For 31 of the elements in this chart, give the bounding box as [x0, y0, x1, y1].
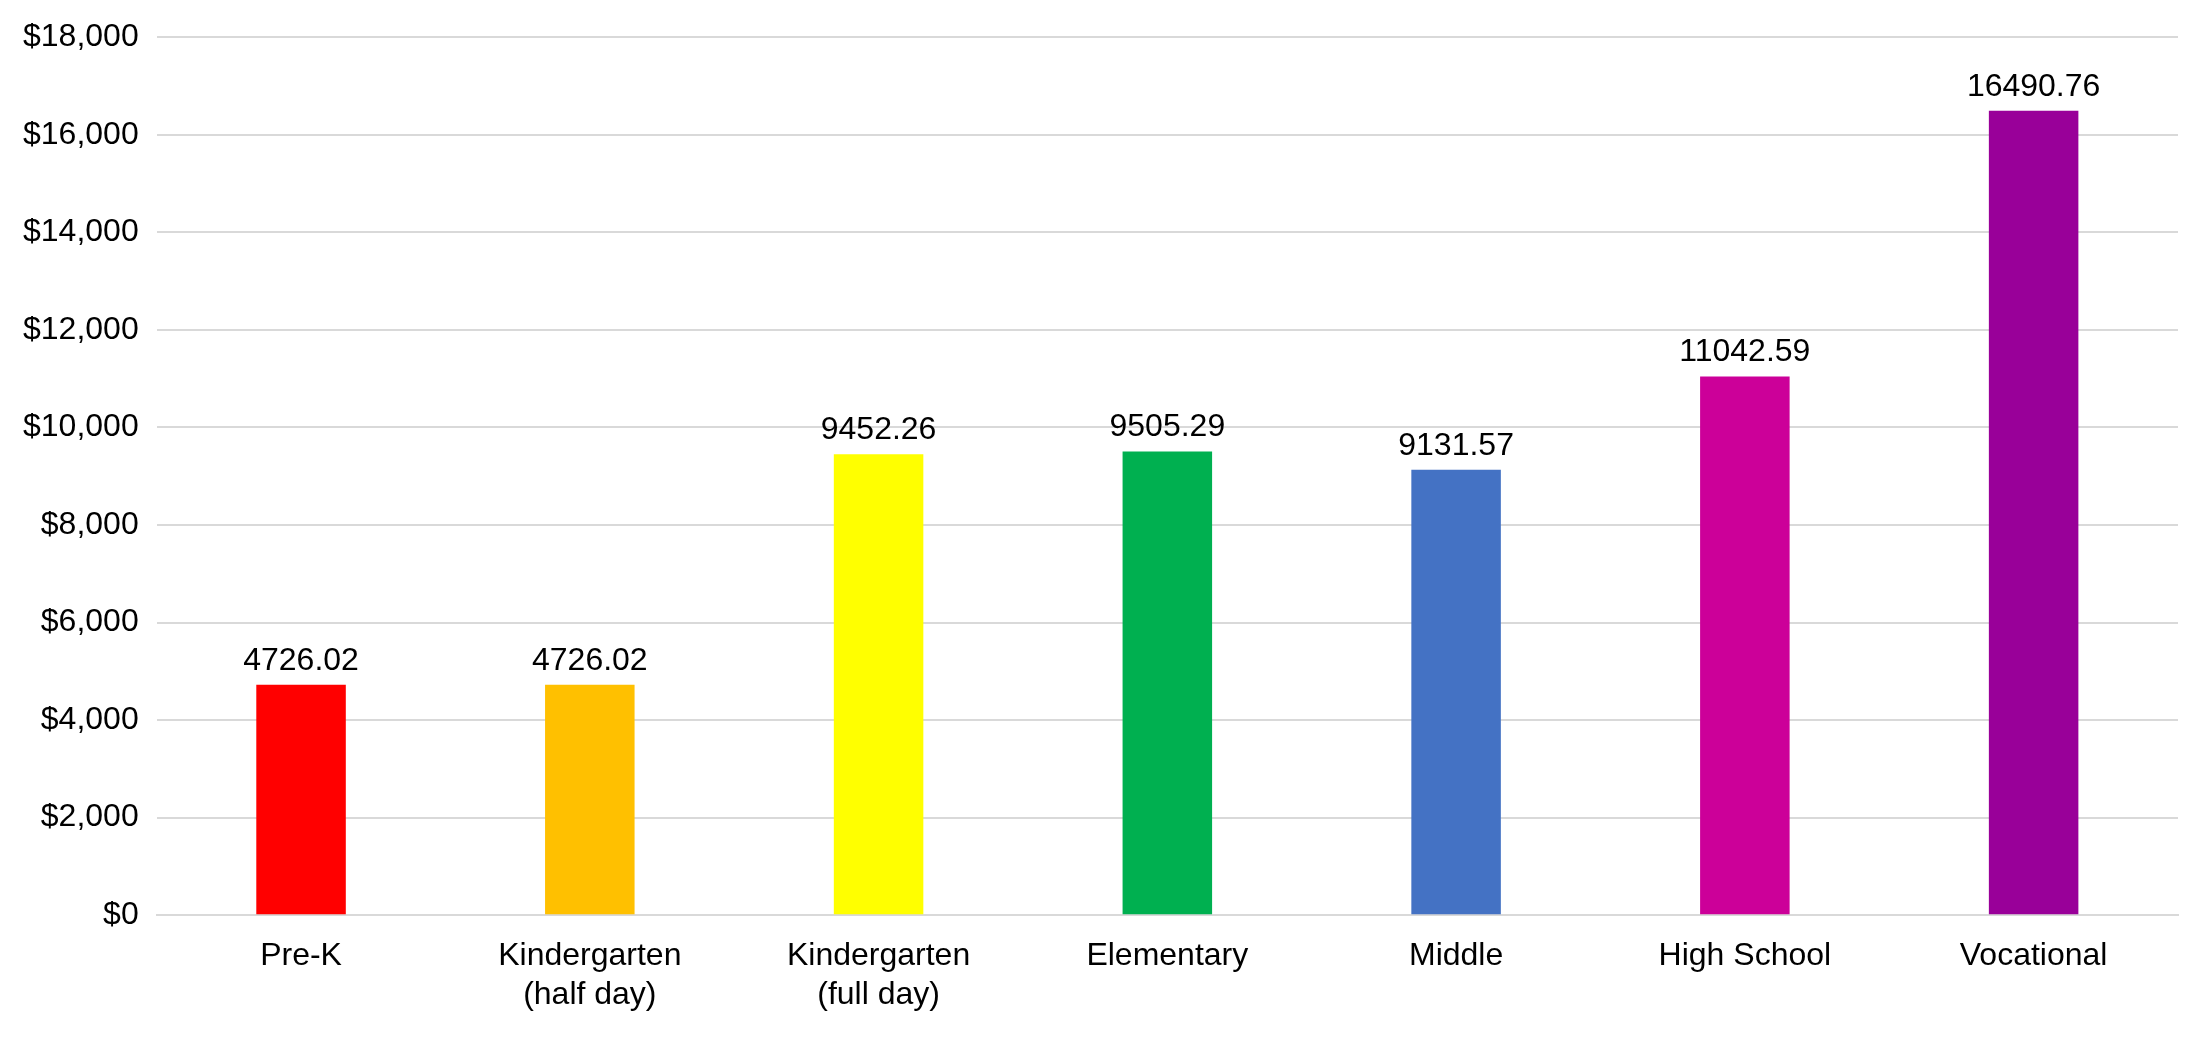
bar	[256, 684, 346, 915]
y-tick-label: $6,000	[40, 602, 139, 639]
data-label: 9505.29	[1109, 407, 1226, 444]
x-tick-label: Elementary	[1086, 936, 1249, 973]
bar	[1122, 451, 1213, 915]
x-tick-label: Kindergarten (full day)	[786, 936, 971, 1011]
data-label: 9452.26	[820, 409, 937, 446]
data-label: 9131.57	[1398, 425, 1514, 462]
y-tick-label: $4,000	[40, 699, 139, 736]
x-tick-label: Middle	[1408, 936, 1504, 973]
data-label: 4726.02	[531, 640, 648, 677]
y-tick-label: $16,000	[23, 114, 139, 151]
x-tick-label: Pre-K	[260, 936, 342, 973]
y-tick-label: $18,000	[23, 17, 139, 54]
y-tick-label: $14,000	[23, 212, 139, 249]
y-tick-label: $0	[103, 895, 139, 932]
bar	[1700, 376, 1790, 915]
bar	[545, 684, 635, 915]
x-tick-label: Vocational	[1959, 936, 2108, 973]
bar	[1988, 110, 2079, 915]
y-tick-label: $10,000	[23, 407, 139, 444]
data-label: 16490.76	[1966, 66, 2101, 103]
bar	[1411, 469, 1501, 915]
y-tick-label: $2,000	[40, 797, 139, 834]
data-label: 11042.59	[1679, 332, 1811, 369]
x-tick-label: High School	[1658, 936, 1832, 973]
y-tick-label: $8,000	[40, 504, 139, 541]
x-tick-label: Kindergarten (half day)	[498, 936, 682, 1011]
bar	[833, 454, 924, 915]
data-label: 4726.02	[243, 640, 359, 677]
y-tick-label: $12,000	[23, 309, 139, 346]
